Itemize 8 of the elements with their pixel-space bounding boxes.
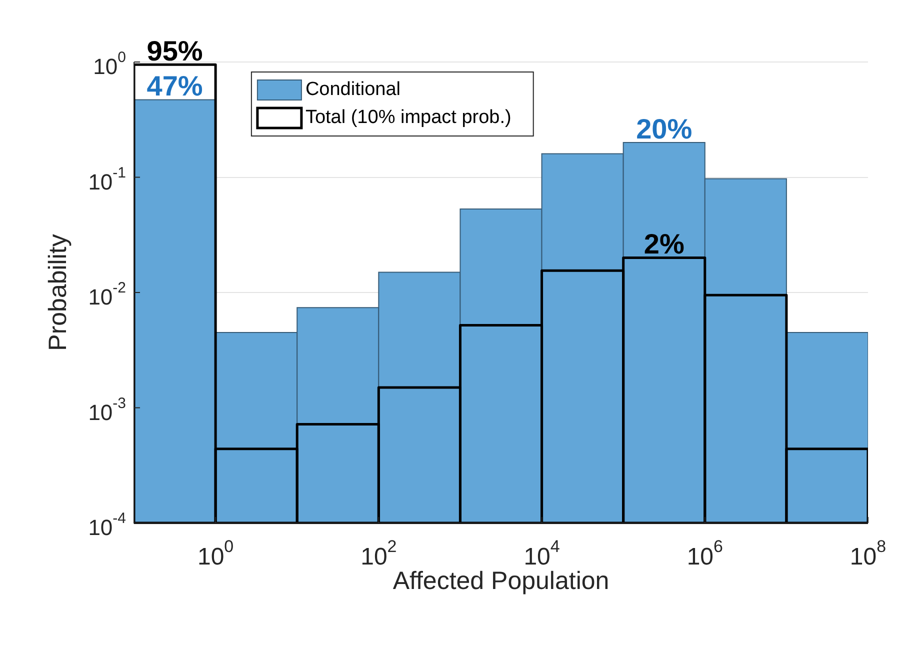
legend-label: Total (10% impact prob.) bbox=[305, 107, 512, 128]
y-axis-title: Probability bbox=[44, 234, 72, 351]
data-label: 20% bbox=[636, 113, 692, 144]
data-label: 95% bbox=[146, 35, 203, 66]
x-axis-title: Affected Population bbox=[392, 566, 610, 595]
data-label: 2% bbox=[644, 228, 684, 260]
data-label: 47% bbox=[146, 70, 203, 102]
legend-label: Conditional bbox=[305, 79, 401, 100]
